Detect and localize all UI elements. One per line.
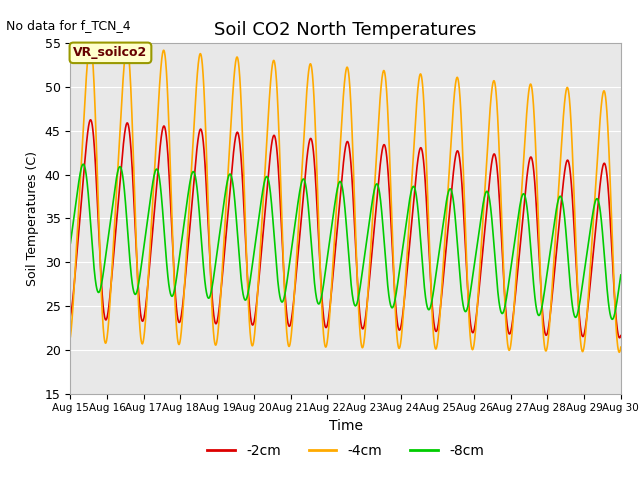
-4cm [617,344,625,350]
Text: No data for f_TCN_4: No data for f_TCN_4 [6,19,131,32]
-4cm [67,334,74,339]
Y-axis label: Soil Temperatures (C): Soil Temperatures (C) [26,151,39,286]
-2cm [67,313,74,319]
Line: -8cm: -8cm [70,164,621,319]
-8cm [278,299,285,305]
-2cm [606,216,614,222]
-8cm [162,252,170,258]
-2cm [162,131,170,137]
-4cm [616,349,623,355]
Line: -2cm: -2cm [70,120,621,338]
-2cm [129,187,137,193]
Line: -4cm: -4cm [70,44,621,352]
-2cm [301,169,309,175]
-4cm [547,303,555,309]
Legend: -2cm, -4cm, -8cm: -2cm, -4cm, -8cm [202,439,490,464]
-8cm [547,244,555,250]
X-axis label: Time: Time [328,419,363,433]
-8cm [606,312,614,317]
-8cm [67,240,74,246]
Title: Soil CO2 North Temperatures: Soil CO2 North Temperatures [214,21,477,39]
-2cm [278,228,285,233]
-8cm [129,287,137,293]
-4cm [301,108,309,113]
-2cm [617,333,625,338]
-4cm [129,153,137,159]
-4cm [278,209,285,215]
-8cm [617,272,625,278]
-4cm [606,179,614,184]
-2cm [547,306,555,312]
-8cm [301,181,309,187]
Text: VR_soilco2: VR_soilco2 [74,47,148,60]
-8cm [609,316,616,322]
-8cm [79,161,87,167]
-4cm [86,41,94,47]
-2cm [616,335,623,341]
-2cm [87,117,95,123]
-4cm [162,63,170,69]
